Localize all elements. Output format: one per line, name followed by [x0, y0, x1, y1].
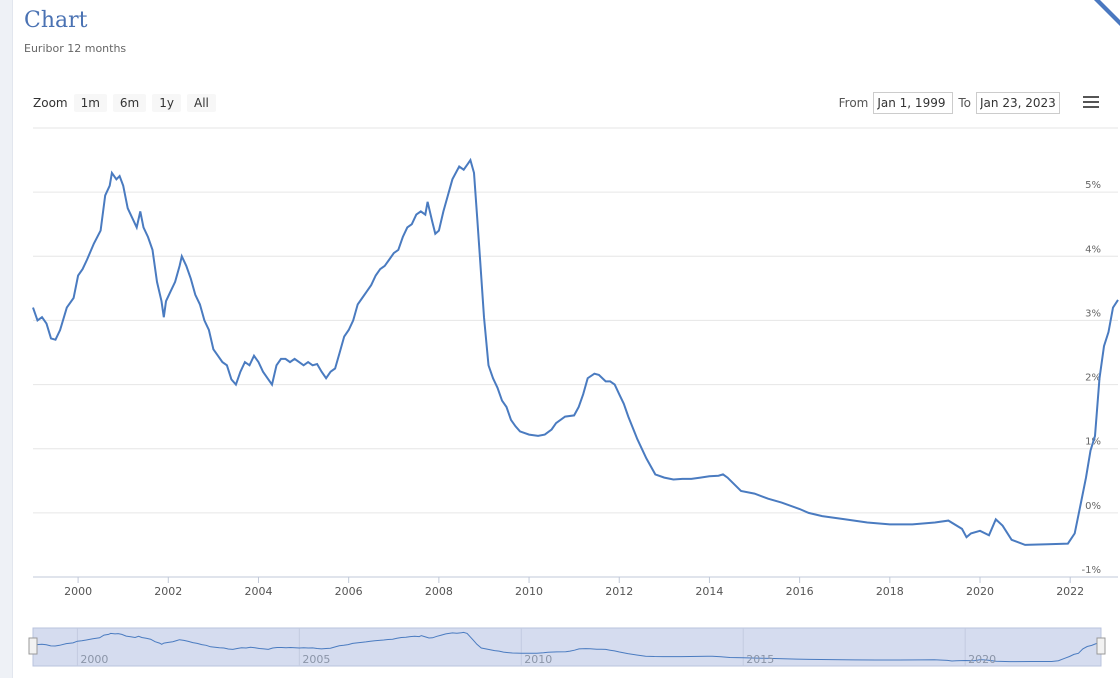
x-tick-label: 2004 [244, 585, 272, 598]
navigator-tick-label: 2010 [524, 653, 552, 666]
zoom-all-button[interactable]: All [187, 94, 216, 112]
zoom-1y-button[interactable]: 1y [152, 94, 181, 112]
x-axis-ticks: 2000 2002 2004 2006 2008 2010 2012 2014 2016 2018… [64, 577, 1084, 598]
y-tick-label: 4% [1085, 244, 1101, 255]
to-date-input[interactable] [976, 92, 1060, 114]
navigator-tick-label: 2020 [968, 653, 996, 666]
x-tick-label: 2002 [154, 585, 182, 598]
x-tick-label: 2018 [876, 585, 904, 598]
y-tick-label: 2% [1085, 373, 1101, 384]
series-line-euribor [32, 157, 1119, 546]
x-tick-label: 2022 [1056, 585, 1084, 598]
y-tick-label: 3% [1085, 308, 1101, 319]
zoom-label: Zoom [33, 96, 68, 110]
navigator-tick-label: 2000 [80, 653, 108, 666]
page-subtitle: Euribor 12 months [24, 42, 127, 55]
from-date-input[interactable] [873, 92, 954, 114]
page-title: Chart [24, 8, 88, 33]
grid-lines [33, 127, 1118, 578]
navigator-tick-label: 2015 [746, 653, 774, 666]
to-label: To [958, 96, 971, 110]
x-tick-label: 2010 [515, 585, 543, 598]
x-tick-label: 2014 [695, 585, 723, 598]
y-tick-label: 0% [1085, 501, 1101, 512]
navigator-ticks: 2000 2005 2010 2015 2020 [80, 653, 996, 666]
x-tick-label: 2020 [966, 585, 994, 598]
x-tick-label: 2016 [786, 585, 814, 598]
zoom-1m-button[interactable]: 1m [73, 94, 107, 112]
navigator-grid [76, 628, 966, 666]
left-border-strip [0, 0, 13, 678]
y-axis-ticks: -1%0%1%2%3%4%5% [1082, 180, 1101, 576]
zoom-bar: Zoom 1m 6m 1y All [33, 93, 222, 113]
date-range: From To [834, 92, 1060, 114]
y-tick-label: -1% [1082, 565, 1101, 576]
navigator-left-handle[interactable] [28, 637, 38, 655]
zoom-6m-button[interactable]: 6m [112, 94, 147, 112]
x-tick-label: 2006 [335, 585, 363, 598]
navigator-right-handle[interactable] [1096, 637, 1106, 655]
y-tick-label: 5% [1085, 180, 1101, 191]
hamburger-menu-icon[interactable] [1083, 96, 1099, 110]
x-tick-label: 2012 [605, 585, 633, 598]
navigator-series-line [32, 631, 1102, 663]
x-tick-label: 2000 [64, 585, 92, 598]
x-tick-label: 2008 [425, 585, 453, 598]
corner-ribbon-inner [1100, 0, 1120, 20]
navigator[interactable]: 2000 2005 2010 2015 2020 [28, 627, 1106, 667]
from-label: From [838, 96, 869, 110]
navigator-tick-label: 2005 [302, 653, 330, 666]
